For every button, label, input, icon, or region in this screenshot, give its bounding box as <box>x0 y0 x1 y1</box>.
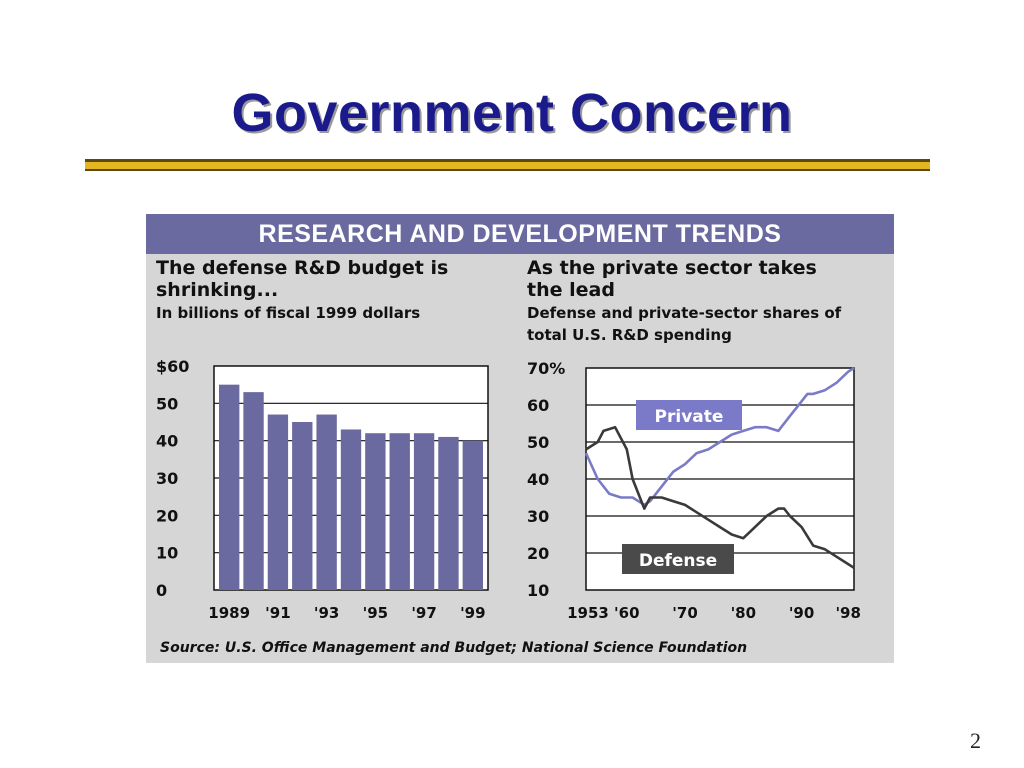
defense-label: Defense <box>639 551 717 571</box>
bar-1993 <box>316 414 337 590</box>
line-ytick-label: 20 <box>527 544 549 563</box>
line-xtick-label: '60 <box>614 604 639 622</box>
bar-1995 <box>365 433 386 590</box>
bar-1992 <box>292 422 313 590</box>
figure-source: Source: U.S. Office Management and Budge… <box>160 640 747 656</box>
line-chart-title-line: the lead <box>527 279 615 301</box>
series-line-defense <box>585 425 855 569</box>
line-ytick-label: 60 <box>527 396 549 415</box>
bar-ytick-label: 10 <box>156 544 178 563</box>
bar-xtick-label: '93 <box>314 604 339 622</box>
bar-xtick-label: '97 <box>411 604 436 622</box>
bar-1989 <box>219 384 240 590</box>
line-chart-subtitle-line: total U.S. R&D spending <box>527 326 732 344</box>
line-chart-subtitle-line: Defense and private-sector shares of <box>527 304 842 322</box>
line-ytick-label: 70% <box>527 359 565 378</box>
line-ytick-label: 10 <box>527 581 549 600</box>
bar-ytick-label: 20 <box>156 506 178 525</box>
bar-xtick-label: '99 <box>460 604 485 622</box>
title-rule-bottom <box>85 169 930 171</box>
line-ytick-label: 40 <box>527 470 549 489</box>
bar-1998 <box>438 436 459 590</box>
private-label-box <box>636 400 742 430</box>
bar-xtick-label: '95 <box>363 604 388 622</box>
figure-banner: RESEARCH AND DEVELOPMENT TRENDS <box>146 214 894 254</box>
line-ytick-label: 50 <box>527 433 549 452</box>
bar-ytick-label: 0 <box>156 581 167 600</box>
bar-1997 <box>413 433 435 590</box>
bar-ytick-label: $60 <box>156 357 189 376</box>
line-xtick-label: '90 <box>789 604 814 622</box>
bar-1990 <box>243 392 264 590</box>
private-label: Private <box>655 407 724 427</box>
bar-chart-subtitle: In billions of fiscal 1999 dollars <box>156 304 420 322</box>
bar-chart-title-line: shrinking... <box>156 279 278 301</box>
line-xtick-label: 1953 <box>567 604 609 622</box>
line-ytick-label: 30 <box>527 507 549 526</box>
bar-chart-title-line: The defense R&D budget is <box>156 257 448 279</box>
series-line-private <box>584 366 855 507</box>
bar-ytick-label: 50 <box>156 394 178 413</box>
line-xtick-label: '70 <box>672 604 697 622</box>
bar-1994 <box>340 429 362 590</box>
bar-ytick-label: 30 <box>156 469 178 488</box>
line-xtick-label: '98 <box>835 604 860 622</box>
bar-1991 <box>267 414 289 590</box>
bar-1999 <box>462 440 483 590</box>
bar-xtick-label: 1989 <box>208 604 250 622</box>
defense-label-box <box>622 544 734 574</box>
page-number: 2 <box>970 728 981 753</box>
line-chart-title-line: As the private sector takes <box>527 257 817 279</box>
title-rule-gold <box>85 162 930 169</box>
slide-title: Government Concern <box>231 83 793 143</box>
bar-xtick-label: '91 <box>265 604 290 622</box>
title-rule-top <box>85 159 930 162</box>
line-xtick-label: '80 <box>731 604 756 622</box>
rd-trends-figure: RESEARCH AND DEVELOPMENT TRENDS The defe… <box>146 214 894 663</box>
bar-1996 <box>389 433 410 590</box>
bar-ytick-label: 40 <box>156 432 178 451</box>
